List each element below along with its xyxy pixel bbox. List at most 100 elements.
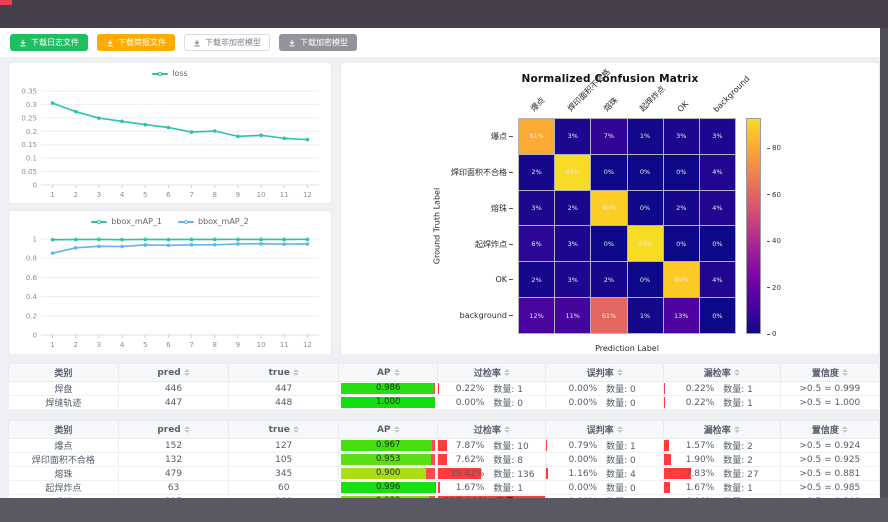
- mis-cell: 0.00%数量: 0: [545, 480, 664, 495]
- svg-text:0.2: 0.2: [26, 312, 37, 320]
- metrics-tables: 类别 pred true AP 过检率 误判率 漏检率 置信度 焊盘 446 447 0.986 0.2…: [8, 363, 881, 509]
- legend-item-loss[interactable]: loss: [152, 69, 188, 78]
- legend-marker: [91, 219, 108, 224]
- download-log-button[interactable]: 下载日志文件: [10, 34, 88, 51]
- svg-text:7: 7: [189, 341, 193, 349]
- column-header-true[interactable]: true: [228, 420, 340, 439]
- sort-icon[interactable]: [292, 369, 299, 376]
- matrix-cell: 6%: [519, 226, 555, 262]
- column-header-conf[interactable]: 置信度: [779, 420, 881, 439]
- sort-icon[interactable]: [183, 369, 190, 376]
- column-header-pred[interactable]: pred: [117, 420, 230, 439]
- class-cell: 熔珠: [8, 466, 119, 481]
- matrix-cell: 4%: [699, 262, 735, 298]
- download-plain-model-button[interactable]: 下载非加密模型: [184, 34, 270, 51]
- column-header-ap[interactable]: AP: [338, 363, 439, 382]
- map-chart-card: bbox_mAP_1 bbox_mAP_2 0 0.2 0.4 0.6 0.8 1 1 2 3 4 5…: [8, 210, 332, 355]
- column-header-over[interactable]: 过检率: [437, 363, 547, 382]
- sort-icon[interactable]: [733, 369, 740, 376]
- svg-text:5: 5: [143, 341, 147, 349]
- svg-text:0.3: 0.3: [26, 101, 37, 109]
- over-cell: 1.67% 数量: 1: [437, 480, 547, 495]
- column-header-over[interactable]: 过检率: [437, 420, 547, 439]
- legend-item-bbox_mAP_2[interactable]: bbox_mAP_2: [178, 217, 249, 226]
- sort-icon[interactable]: [616, 426, 623, 433]
- scrollbar-strip[interactable]: [880, 0, 888, 522]
- loss-chart-legend: loss: [9, 69, 331, 78]
- confusion-matrix-xlabel: Prediction Label: [595, 344, 659, 353]
- colorbar-tick: 20: [767, 284, 781, 292]
- legend-item-bbox_mAP_1[interactable]: bbox_mAP_1: [91, 217, 162, 226]
- sort-icon[interactable]: [503, 426, 510, 433]
- matrix-cell: 2%: [519, 262, 555, 298]
- matrix-cell: 12%: [519, 298, 555, 333]
- download-report-button[interactable]: 下载简报文件: [97, 34, 175, 51]
- over-cell: 0.00% 数量: 0: [437, 395, 547, 410]
- miss-cell: 0.22% 数量: 1: [662, 395, 781, 410]
- svg-text:11: 11: [280, 191, 289, 199]
- bottom-bar: [0, 498, 888, 522]
- table-gap: [8, 410, 880, 420]
- svg-text:0.4: 0.4: [26, 293, 38, 301]
- svg-text:2: 2: [74, 341, 78, 349]
- column-header-ap[interactable]: AP: [338, 420, 439, 439]
- sort-icon[interactable]: [183, 426, 190, 433]
- svg-text:0: 0: [33, 182, 37, 190]
- sort-icon[interactable]: [841, 369, 848, 376]
- svg-text:0.05: 0.05: [21, 168, 37, 176]
- mis-cell: 0.00%数量: 0: [545, 395, 664, 410]
- sort-icon[interactable]: [393, 369, 400, 376]
- download-icon: [20, 39, 26, 46]
- matrix-cell: 0%: [699, 298, 735, 333]
- over-cell: 0.22% 数量: 1: [437, 381, 547, 396]
- pred-cell: 152: [117, 438, 230, 453]
- column-header-conf[interactable]: 置信度: [779, 363, 881, 382]
- column-header-miss[interactable]: 漏检率: [662, 363, 781, 382]
- matrix-cell: 3%: [663, 119, 699, 154]
- matrix-cell: 4%: [699, 190, 735, 226]
- table-header-row: 类别 pred true AP 过检率 误判率 漏检率 置信度: [8, 363, 881, 382]
- colorbar: [746, 118, 761, 334]
- sort-icon[interactable]: [616, 369, 623, 376]
- column-header-mis[interactable]: 误判率: [545, 363, 664, 382]
- matrix-cell: 0%: [627, 154, 663, 190]
- download-encrypted-model-button[interactable]: 下载加密模型: [279, 34, 357, 51]
- column-header-class: 类别: [8, 420, 119, 439]
- class-cell: 焊盘: [8, 381, 119, 396]
- svg-text:6: 6: [166, 341, 171, 349]
- table-row: 熔珠 479 345 0.900 39.42% 数量: 136 1.16% 数量: 4 7.83…: [8, 466, 881, 481]
- sort-icon[interactable]: [733, 426, 740, 433]
- confusion-matrix-card: Normalized Confusion Matrix Ground Truth…: [340, 62, 880, 355]
- mis-cell: 1.16% 数量: 4: [545, 466, 664, 481]
- ap-cell: 0.967: [338, 438, 439, 453]
- svg-text:0: 0: [33, 332, 37, 340]
- column-header-true[interactable]: true: [228, 363, 340, 382]
- pred-cell: 132: [117, 452, 230, 467]
- pred-cell: 446: [117, 381, 230, 396]
- column-header-pred[interactable]: pred: [117, 363, 230, 382]
- svg-text:12: 12: [303, 341, 312, 349]
- matrix-row-label: 焊印面积不合格: [341, 167, 513, 178]
- matrix-cell: 1%: [627, 298, 663, 333]
- column-header-miss[interactable]: 漏检率: [662, 420, 781, 439]
- svg-text:3: 3: [97, 341, 101, 349]
- matrix-cell: 4%: [699, 154, 735, 190]
- matrix-cell: 3%: [699, 119, 735, 154]
- matrix-cell: 3%: [555, 262, 591, 298]
- sort-icon[interactable]: [841, 426, 848, 433]
- class-cell: 起焊炸点: [8, 480, 119, 495]
- confidence-cell: >0.5 = 0.985: [779, 480, 881, 495]
- sort-icon[interactable]: [393, 426, 400, 433]
- corner-marker: [0, 0, 12, 5]
- column-header-mis[interactable]: 误判率: [545, 420, 664, 439]
- matrix-row-label: OK: [341, 275, 513, 284]
- sort-icon[interactable]: [503, 369, 510, 376]
- sort-icon[interactable]: [292, 426, 299, 433]
- loss-chart-card: loss 0 0.05 0.1 0.15 0.2 0.25 0.3 0.35 1 2 3 4 5 6 7 8 9…: [8, 62, 332, 204]
- matrix-cell: 0%: [627, 262, 663, 298]
- button-label: 下载日志文件: [31, 38, 79, 47]
- legend-label: loss: [172, 69, 188, 78]
- legend-marker: [178, 219, 194, 224]
- svg-text:7: 7: [189, 191, 193, 199]
- svg-text:4: 4: [120, 341, 125, 349]
